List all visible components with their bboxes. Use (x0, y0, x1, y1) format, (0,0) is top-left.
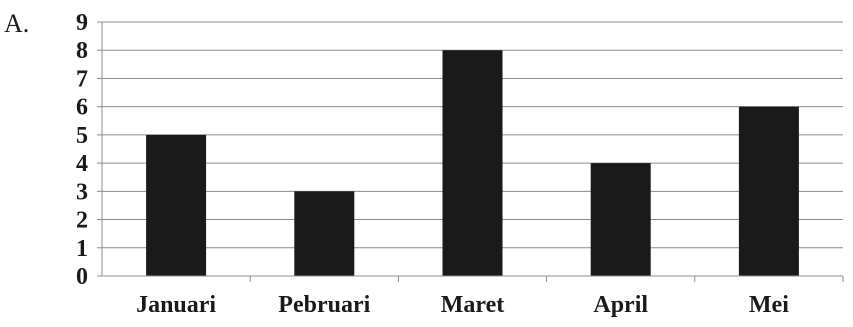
x-tick-label-januari: Januari (136, 292, 216, 318)
bar-maret (442, 50, 503, 276)
y-tick-label-4: 4 (76, 151, 88, 177)
axes (97, 21, 844, 282)
y-tick-label-9: 9 (76, 10, 88, 36)
y-tick-label-7: 7 (76, 66, 88, 92)
y-tick-label-0: 0 (76, 264, 88, 290)
x-tick-label-maret: Maret (441, 292, 505, 318)
x-tick-label-mei: Mei (749, 292, 789, 318)
y-tick-label-3: 3 (76, 179, 88, 205)
x-tick-label-pebruari: Pebruari (278, 292, 370, 318)
y-tick-label-5: 5 (76, 123, 88, 149)
y-tick-label-8: 8 (76, 38, 88, 64)
y-tick-label-1: 1 (76, 236, 88, 262)
bar-mei (738, 106, 799, 277)
bars (146, 50, 799, 277)
option-label: A. (4, 9, 29, 38)
bar-januari (146, 134, 207, 276)
y-tick-label-2: 2 (76, 208, 88, 234)
x-axis-category-labels: Januari Pebruari Maret April Mei (136, 292, 789, 318)
y-tick-label-6: 6 (76, 95, 88, 121)
bar-pebruari (294, 191, 355, 276)
x-tick-label-april: April (593, 292, 648, 318)
bar-april (590, 163, 651, 276)
